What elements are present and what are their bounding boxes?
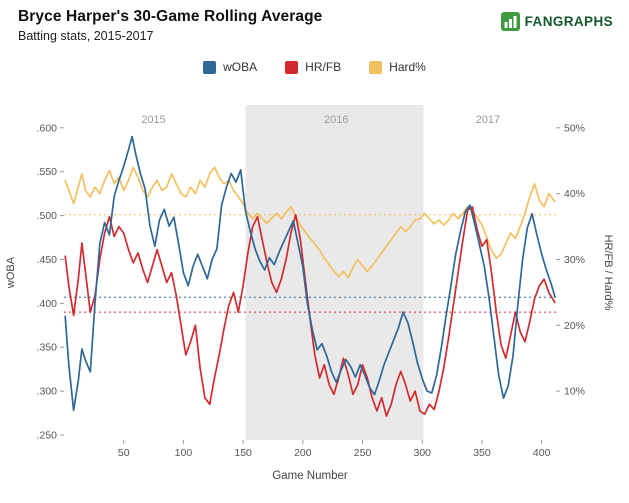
series-line-woba: [64, 135, 556, 412]
fangraphs-logo: FANGRAPHS: [500, 12, 613, 31]
y-left-tick-label: .350: [37, 342, 58, 354]
x-tick-label: 300: [413, 447, 431, 459]
legend-item-hrfb: HR/FB: [285, 60, 341, 74]
chart-plot: 2015 2016 2017 .250 .300 .350 .400 .450 .500 .550…: [5, 105, 614, 482]
y-left-tick-label: .600: [37, 122, 58, 134]
x-tick-label: 50: [118, 447, 130, 459]
x-tick-label: 250: [354, 447, 372, 459]
y-left-tick-label: .400: [37, 298, 58, 310]
y-left-tick-label: .250: [37, 429, 58, 441]
y-left-tick-label: .300: [37, 386, 58, 398]
legend-item-hard: Hard%: [369, 60, 426, 74]
legend-label-woba: wOBA: [223, 60, 258, 74]
y-left-tick-label: .500: [37, 210, 58, 222]
x-tick-label: 400: [533, 447, 551, 459]
fangraphs-logo-icon: [500, 12, 520, 31]
legend-swatch-hard: [369, 60, 383, 74]
legend-label-hrfb: HR/FB: [305, 60, 342, 74]
x-tick-label: 200: [294, 447, 312, 459]
y-right-tick-label: 40%: [564, 188, 585, 200]
chart-title: Bryce Harper's 30-Game Rolling Average: [18, 8, 323, 25]
x-tick-label: 150: [234, 447, 252, 459]
y-right-tick-label: 10%: [564, 386, 585, 398]
fangraphs-logo-text: FANGRAPHS: [524, 14, 613, 29]
x-tick-label: 100: [175, 447, 193, 459]
y-left-tick-label: .450: [37, 254, 58, 266]
chart-subtitle: Batting stats, 2015-2017: [18, 29, 154, 43]
year-label-2015: 2015: [141, 114, 165, 126]
y-right-tick-label: 50%: [564, 122, 585, 134]
legend-swatch-woba: [203, 60, 217, 74]
year-label-2016: 2016: [324, 114, 348, 126]
legend-label-hard: Hard%: [389, 60, 426, 74]
year-label-2017: 2017: [476, 114, 500, 126]
y-left-tick-label: .550: [37, 166, 58, 178]
x-tick-label: 350: [473, 447, 491, 459]
legend-item-woba: wOBA: [203, 60, 257, 74]
y-right-tick-label: 20%: [564, 320, 585, 332]
legend: wOBA HR/FB Hard%: [0, 60, 629, 74]
legend-swatch-hrfb: [285, 60, 299, 74]
y-left-axis-title: wOBA: [5, 256, 17, 289]
y-right-axis-title: HR/FB / Hard%: [602, 235, 614, 311]
chart-header: Bryce Harper's 30-Game Rolling Average B…: [18, 8, 322, 43]
x-axis-title: Game Number: [272, 470, 348, 482]
y-right-tick-label: 30%: [564, 254, 585, 266]
